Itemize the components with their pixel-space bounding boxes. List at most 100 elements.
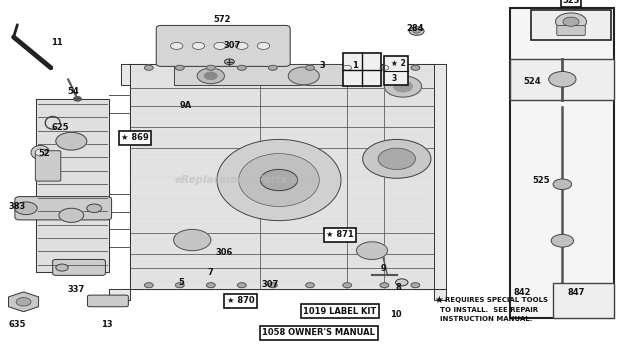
Circle shape bbox=[268, 65, 277, 70]
Circle shape bbox=[380, 283, 389, 288]
Text: 307: 307 bbox=[261, 280, 278, 289]
Circle shape bbox=[56, 132, 87, 150]
FancyBboxPatch shape bbox=[35, 151, 61, 181]
Text: 10: 10 bbox=[390, 310, 401, 319]
Text: ★ 869: ★ 869 bbox=[122, 133, 149, 142]
Circle shape bbox=[413, 29, 420, 33]
Circle shape bbox=[378, 148, 415, 169]
Circle shape bbox=[170, 42, 183, 49]
Text: eReplacementParts.com: eReplacementParts.com bbox=[174, 175, 316, 185]
Text: 383: 383 bbox=[9, 202, 26, 211]
Circle shape bbox=[409, 27, 424, 35]
Circle shape bbox=[15, 202, 37, 215]
Circle shape bbox=[175, 65, 184, 70]
Circle shape bbox=[224, 59, 234, 65]
Text: 635: 635 bbox=[9, 319, 26, 329]
Text: ★ 870: ★ 870 bbox=[227, 296, 254, 305]
Circle shape bbox=[260, 169, 298, 191]
Text: 52: 52 bbox=[39, 149, 50, 158]
Circle shape bbox=[411, 283, 420, 288]
Circle shape bbox=[59, 208, 84, 222]
Bar bbox=[510, 8, 614, 318]
Bar bbox=[510, 59, 614, 100]
Ellipse shape bbox=[31, 145, 50, 160]
Text: 847: 847 bbox=[568, 288, 585, 297]
Text: 1: 1 bbox=[352, 61, 358, 70]
Text: 625: 625 bbox=[52, 122, 69, 132]
Polygon shape bbox=[108, 64, 446, 300]
Circle shape bbox=[556, 13, 587, 30]
Text: ★ 871: ★ 871 bbox=[326, 230, 353, 239]
Circle shape bbox=[192, 42, 205, 49]
Circle shape bbox=[551, 234, 574, 247]
Circle shape bbox=[343, 65, 352, 70]
Circle shape bbox=[384, 76, 422, 97]
Text: 3: 3 bbox=[392, 74, 397, 83]
Circle shape bbox=[174, 229, 211, 251]
Text: 306: 306 bbox=[216, 248, 233, 257]
Circle shape bbox=[380, 65, 389, 70]
Text: 5: 5 bbox=[178, 278, 184, 287]
Text: 9: 9 bbox=[380, 264, 386, 273]
Text: 572: 572 bbox=[213, 15, 231, 24]
Circle shape bbox=[268, 283, 277, 288]
Text: 11: 11 bbox=[51, 38, 63, 47]
Circle shape bbox=[394, 81, 412, 92]
Circle shape bbox=[206, 65, 215, 70]
Bar bbox=[384, 56, 408, 85]
Text: 9A: 9A bbox=[180, 101, 192, 110]
Circle shape bbox=[16, 298, 31, 306]
Circle shape bbox=[74, 97, 81, 101]
Text: 7: 7 bbox=[208, 268, 214, 277]
FancyBboxPatch shape bbox=[53, 259, 105, 275]
Circle shape bbox=[237, 283, 246, 288]
FancyBboxPatch shape bbox=[156, 25, 290, 66]
Text: 524: 524 bbox=[523, 77, 541, 86]
Text: 1019 LABEL KIT: 1019 LABEL KIT bbox=[303, 307, 376, 316]
Text: 8: 8 bbox=[396, 283, 402, 292]
Text: 3: 3 bbox=[319, 61, 326, 70]
Text: 523: 523 bbox=[562, 0, 580, 5]
Text: 842: 842 bbox=[514, 288, 531, 297]
Polygon shape bbox=[130, 64, 434, 289]
Circle shape bbox=[343, 283, 352, 288]
Text: REQUIRES SPECIAL TOOLS: REQUIRES SPECIAL TOOLS bbox=[445, 297, 548, 303]
Circle shape bbox=[197, 68, 224, 84]
Text: 13: 13 bbox=[101, 319, 112, 329]
Text: 525: 525 bbox=[533, 175, 550, 185]
Circle shape bbox=[288, 67, 319, 85]
Circle shape bbox=[411, 65, 420, 70]
Ellipse shape bbox=[35, 149, 45, 156]
Bar bbox=[174, 64, 366, 85]
Text: ★: ★ bbox=[434, 295, 443, 305]
Circle shape bbox=[237, 65, 246, 70]
Circle shape bbox=[56, 264, 68, 271]
Circle shape bbox=[236, 42, 248, 49]
Bar bbox=[343, 53, 381, 86]
Text: 1058 OWNER'S MANUAL: 1058 OWNER'S MANUAL bbox=[262, 328, 375, 337]
Circle shape bbox=[144, 283, 153, 288]
Circle shape bbox=[396, 279, 408, 286]
Circle shape bbox=[87, 204, 102, 213]
Circle shape bbox=[306, 283, 314, 288]
Circle shape bbox=[553, 179, 572, 190]
Text: 307: 307 bbox=[224, 41, 241, 50]
FancyBboxPatch shape bbox=[557, 26, 585, 35]
Circle shape bbox=[257, 42, 270, 49]
Text: TO INSTALL.  SEE REPAIR: TO INSTALL. SEE REPAIR bbox=[440, 307, 538, 313]
Circle shape bbox=[356, 242, 388, 259]
Text: ★ 2: ★ 2 bbox=[391, 59, 406, 68]
Text: 337: 337 bbox=[67, 285, 84, 294]
FancyBboxPatch shape bbox=[87, 295, 128, 307]
Ellipse shape bbox=[217, 139, 341, 221]
Circle shape bbox=[144, 65, 153, 70]
Text: 284: 284 bbox=[407, 24, 424, 33]
Circle shape bbox=[214, 42, 226, 49]
Text: 54: 54 bbox=[68, 87, 79, 96]
Circle shape bbox=[205, 72, 217, 79]
Circle shape bbox=[306, 65, 314, 70]
Bar bbox=[531, 10, 611, 40]
Circle shape bbox=[175, 283, 184, 288]
Circle shape bbox=[363, 139, 431, 178]
FancyBboxPatch shape bbox=[15, 197, 112, 220]
